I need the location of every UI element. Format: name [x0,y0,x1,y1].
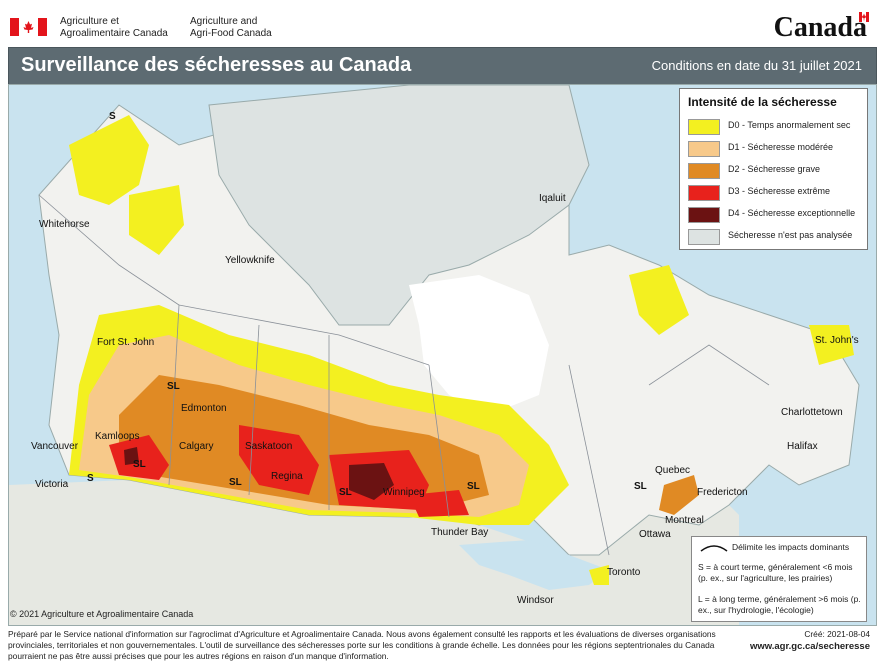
city-kamloops: Kamloops [95,431,140,442]
impact-label-s-victoria: S [87,473,94,484]
legend-swatch-d0 [688,119,720,135]
wordmark-flag-icon [859,12,869,22]
legend-swatch-d1 [688,141,720,157]
d3-bc [109,435,169,480]
impact-label-sl-quebec: SL [634,481,647,492]
great-lakes [459,540,609,590]
canada-flag-icon [10,18,47,36]
city-winnipeg: Winnipeg [383,487,425,498]
map-title: Surveillance des sécheresses au Canada [21,54,412,76]
city-calgary: Calgary [179,441,214,452]
canada-wordmark: Canada [773,12,867,43]
city-thunder-bay: Thunder Bay [431,527,489,538]
city-iqaluit: Iqaluit [539,193,566,204]
city-fredericton: Fredericton [697,487,748,498]
source-url: www.agr.gc.ca/secheresse [749,641,870,652]
legend: Intensité de la sécheresse D0 - Temps an… [679,88,868,250]
d0-yukon [69,115,149,205]
map-canvas [9,85,860,625]
legend-title: Intensité de la sécheresse [688,95,837,109]
city-montreal: Montreal [665,515,704,526]
footer-text: Préparé par le Service national d'inform… [8,629,716,661]
not-analysed-north [208,85,590,326]
header: Agriculture et Agroalimentaire Canada Ag… [0,0,885,48]
d0-labrador [629,265,689,335]
impact-label-sl-calgary: SL [229,477,242,488]
city-whitehorse: Whitehorse [39,219,90,230]
conditions-date: Conditions en date du 31 juillet 2021 [651,58,862,73]
d0-newfoundland [809,325,854,365]
d3-prairies [239,425,319,495]
impacts-line-text: Délimite les impacts dominants [732,542,850,552]
city-charlottetown: Charlottetown [781,407,843,418]
department-name-fr: Agriculture et Agroalimentaire Canada [60,16,168,39]
impacts-short-term: S = à court terme, généralement <6 mois … [698,562,853,583]
city-ottawa: Ottawa [639,529,671,540]
impact-label-sl-manitoba: SL [339,487,352,498]
city-quebec: Quebec [655,465,691,476]
impacts-note: Délimite les impacts dominants S = à cou… [691,536,867,622]
city-halifax: Halifax [787,441,818,452]
impacts-long-term: L = à long terme, généralement >6 mois (… [698,594,861,615]
legend-swatch-not-analysed [688,229,720,245]
province-borders [38,194,770,556]
footer: Préparé par le Service national d'inform… [8,627,878,667]
legend-swatch-d4 [688,207,720,223]
created-date: Créé: 2021-08-04 [804,629,870,639]
city-st-johns: St. John's [815,335,859,346]
d4-manitoba [349,463,394,500]
impact-label-s-yukon: S [109,111,116,122]
city-toronto: Toronto [607,567,641,578]
d0-yukon-b [129,185,184,255]
d2-quebec [659,475,699,515]
d0-ontario-south [589,565,609,585]
hudson-bay [409,275,549,415]
city-yellowknife: Yellowknife [225,255,275,266]
impact-label-sl-ontario: SL [467,481,480,492]
impact-label-sl-alberta: SL [167,381,180,392]
legend-swatch-d2 [688,163,720,179]
legend-swatch-d3 [688,185,720,201]
drought-map: Whitehorse Yellowknife Iqaluit Fort St. … [8,84,877,626]
city-vancouver: Vancouver [31,441,79,452]
city-victoria: Victoria [35,479,69,490]
city-windsor: Windsor [517,595,554,606]
d3-ontario [409,490,469,517]
title-bar: Surveillance des sécheresses au Canada C… [8,47,877,85]
d4-bc [124,447,139,465]
city-regina: Regina [271,471,303,482]
copyright: © 2021 Agriculture et Agroalimentaire Ca… [10,609,194,619]
city-edmonton: Edmonton [181,403,227,414]
department-name-en: Agriculture and Agri-Food Canada [190,16,272,39]
impact-line-icon [700,545,728,552]
impact-label-sl-bc: SL [133,459,146,470]
city-saskatoon: Saskatoon [245,441,293,452]
city-fort-st-john: Fort St. John [97,337,155,348]
